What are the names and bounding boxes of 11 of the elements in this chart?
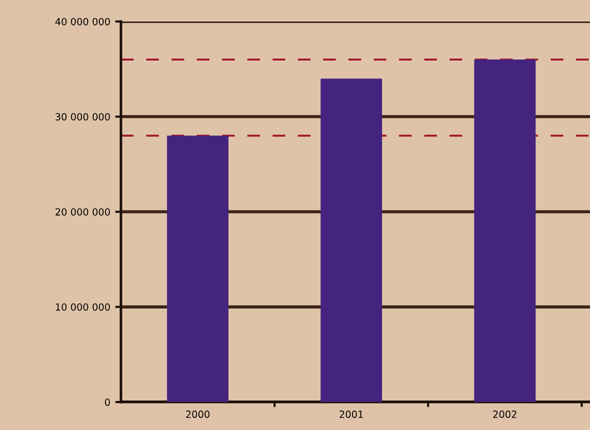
- x-tick-label: 2000: [186, 410, 210, 418]
- y-tick-label: 40 000 000: [55, 18, 110, 26]
- x-tick-label: 2002: [493, 410, 516, 418]
- bar: [167, 136, 228, 402]
- y-tick-label: 0: [104, 398, 110, 406]
- bar: [474, 60, 536, 402]
- bar: [320, 78, 382, 402]
- x-tick-label: 2001: [340, 410, 363, 418]
- y-tick-label: 10 000 000: [56, 303, 110, 311]
- y-tick-label: 30 000 000: [56, 113, 110, 120]
- y-tick-label: 20 000 000: [56, 208, 110, 216]
